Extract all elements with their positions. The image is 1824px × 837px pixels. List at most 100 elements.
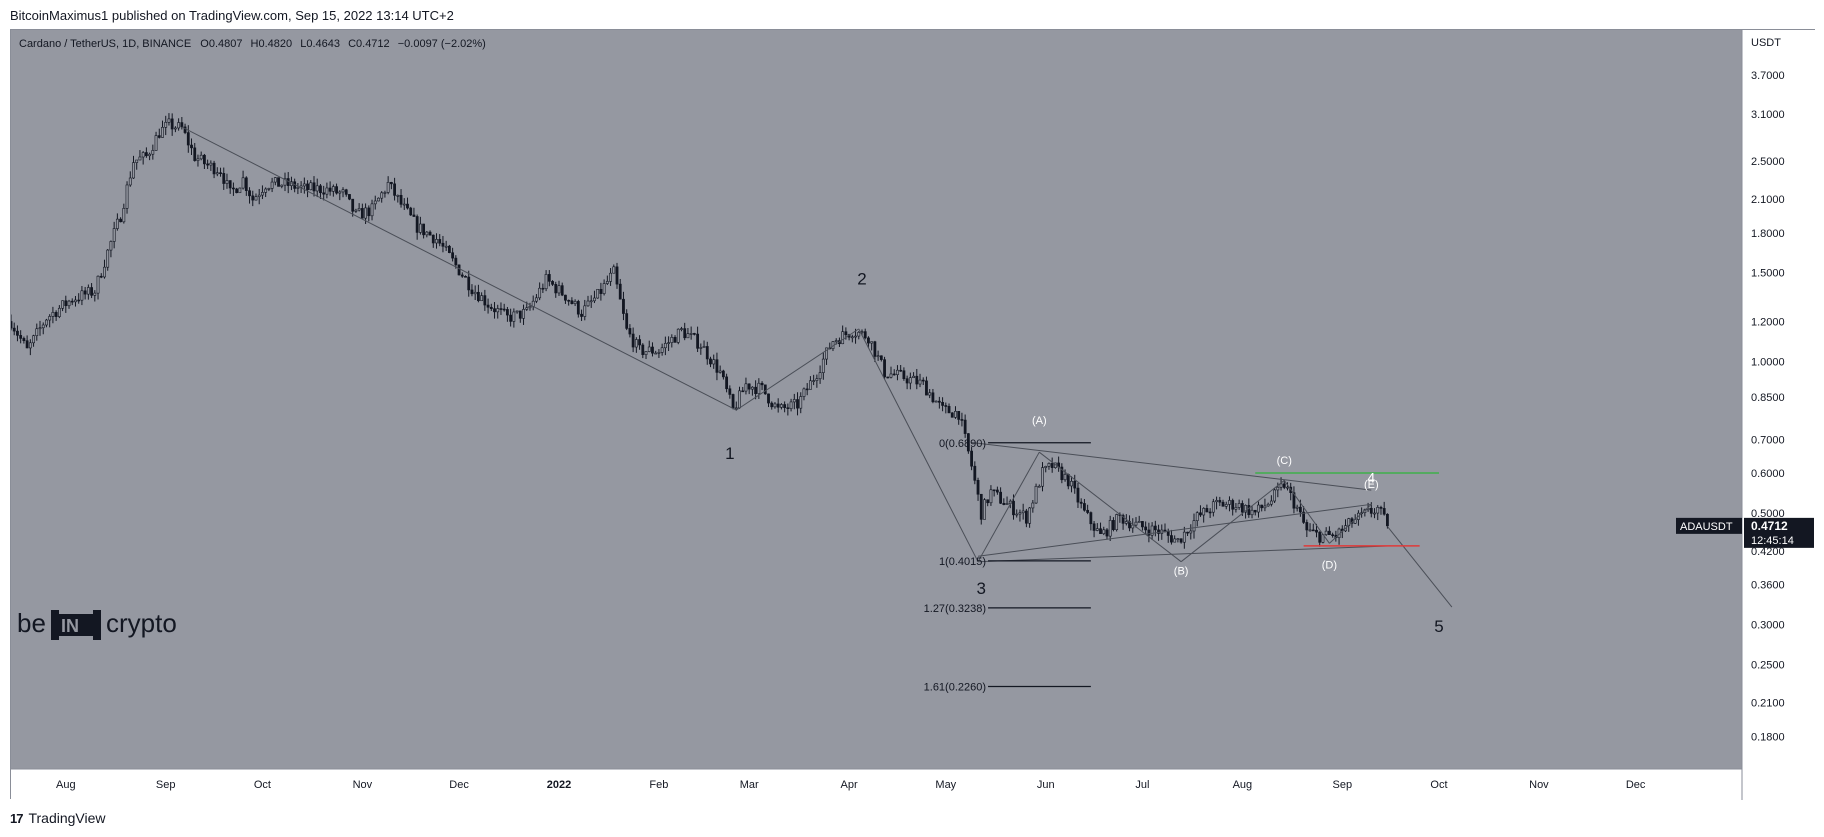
chart-frame[interactable]: 0(0.6890) 1(0.4015) 1.27(0.3238) 1.61(0.226… <box>10 29 1816 800</box>
candle-body <box>1331 534 1335 536</box>
time-axis-panel[interactable] <box>11 769 1742 800</box>
candle-body <box>348 194 351 200</box>
price-tick-label: 1.5000 <box>1751 268 1785 280</box>
candle-body <box>821 358 825 373</box>
candle-body <box>357 208 361 211</box>
candle-body <box>886 376 890 379</box>
candle-body <box>1369 507 1373 514</box>
candle-body <box>567 299 571 302</box>
time-axis[interactable]: Aug Sep Oct Nov Dec 2022 Feb Mar Apr May Jun Jul Aug… <box>56 779 1646 791</box>
candle-body <box>1050 463 1054 468</box>
candle-body <box>383 192 387 194</box>
candle-body <box>1147 529 1151 536</box>
candle-body <box>1298 506 1302 513</box>
candle-body <box>41 324 45 329</box>
price-tag-symbol: ADAUSDT <box>1680 521 1733 533</box>
candle-body <box>496 308 500 313</box>
candle-body <box>299 185 303 188</box>
candle-body <box>647 346 651 352</box>
candle-body <box>605 281 609 284</box>
candle-body <box>109 241 113 251</box>
candle-body <box>25 340 29 349</box>
candle-body <box>1218 500 1222 503</box>
wave-label: 5 <box>1434 617 1443 636</box>
candle-body <box>206 163 210 166</box>
candle-body <box>792 399 796 403</box>
candle-body <box>983 499 986 520</box>
close-value: 0.4712 <box>356 38 390 50</box>
candle-body <box>950 412 954 418</box>
candle-body <box>93 292 97 296</box>
price-axis-panel[interactable] <box>1742 30 1816 800</box>
candle-body <box>528 305 532 309</box>
candle-body <box>912 375 915 379</box>
candle-body <box>1202 508 1206 516</box>
candle-body <box>480 295 484 302</box>
candle-body <box>141 152 145 158</box>
price-tick-label: 0.3600 <box>1751 580 1785 592</box>
candle-body <box>28 342 32 349</box>
time-tick-label: Mar <box>740 779 759 791</box>
candle-body <box>515 310 519 313</box>
candle-body <box>663 343 667 349</box>
candle-body <box>502 308 506 311</box>
candle-body <box>883 359 886 378</box>
candle-body <box>783 404 787 409</box>
wave-label: 2 <box>857 270 866 289</box>
candle-body <box>538 287 542 299</box>
price-tick-label: 1.0000 <box>1751 356 1785 368</box>
candle-body <box>757 382 761 394</box>
candle-body <box>241 177 245 189</box>
price-tick-label: 0.4200 <box>1751 546 1785 558</box>
current-price-tag: ADAUSDT 0.4712 12:45:14 <box>1676 517 1814 548</box>
candle-body <box>1018 512 1022 515</box>
candle-body <box>583 305 587 317</box>
candle-body <box>631 333 635 348</box>
candle-body <box>222 173 226 184</box>
plot-area[interactable] <box>11 30 1742 769</box>
candle-body <box>1182 531 1186 543</box>
price-tick-label: 0.6000 <box>1751 468 1785 480</box>
candle-body <box>344 189 348 195</box>
candle-body <box>322 192 326 195</box>
candle-body <box>48 316 52 321</box>
candle-body <box>1276 486 1280 491</box>
candle-body <box>841 331 845 345</box>
candle-body <box>309 182 313 191</box>
candle-body <box>634 339 638 348</box>
fib-level-label: 0(0.6890) <box>939 438 986 450</box>
candlestick-chart[interactable]: 0(0.6890) 1(0.4015) 1.27(0.3238) 1.61(0.226… <box>11 30 1816 800</box>
candle-body <box>1318 531 1322 543</box>
time-tick-label: Apr <box>841 779 858 791</box>
watermark-bracket-center <box>56 614 96 636</box>
candle-body <box>522 309 525 319</box>
candle-body <box>673 337 677 343</box>
watermark-in: IN <box>61 616 79 636</box>
candle-body <box>560 285 564 296</box>
candle-body <box>683 328 687 339</box>
candle-body <box>1257 504 1260 513</box>
candle-body <box>754 386 758 394</box>
candle-body <box>989 489 993 504</box>
price-tick-label: 0.8500 <box>1751 392 1785 404</box>
candle-body <box>257 194 261 197</box>
candle-body <box>564 294 567 301</box>
candle-body <box>699 347 703 349</box>
price-axis[interactable]: 3.7000 3.1000 2.5000 2.1000 1.8000 1.5000 1.20… <box>1751 70 1785 743</box>
candle-body <box>834 340 838 342</box>
candle-body <box>122 208 126 223</box>
candle-body <box>896 369 899 375</box>
candle-body <box>957 411 961 420</box>
candle-body <box>454 257 458 266</box>
candle-body <box>173 127 177 130</box>
candle-body <box>1044 465 1048 468</box>
high-label: H <box>251 38 259 50</box>
candle-body <box>360 208 364 219</box>
candle-body <box>1195 512 1199 521</box>
candle-body <box>203 154 206 165</box>
candle-body <box>225 180 229 184</box>
wave-label: (A) <box>1032 415 1047 427</box>
candle-body <box>167 118 171 123</box>
candles-group <box>11 113 1389 549</box>
candle-body <box>854 335 857 338</box>
